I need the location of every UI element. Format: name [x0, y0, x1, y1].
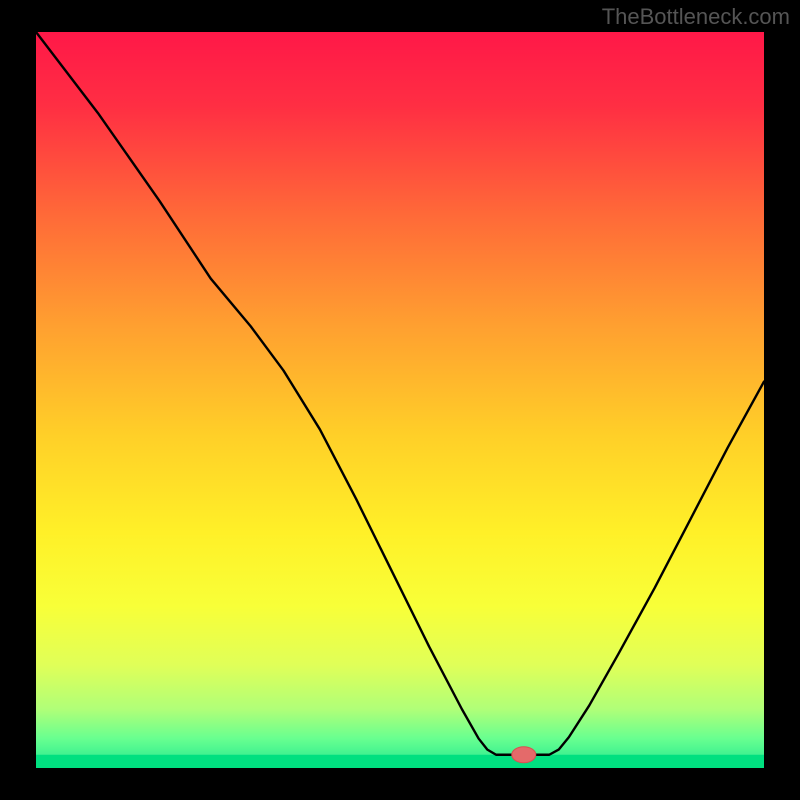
chart-container: TheBottleneck.com	[0, 0, 800, 800]
optimal-point-marker	[512, 747, 536, 763]
bottom-green-band	[36, 755, 764, 768]
gradient-background	[36, 32, 764, 768]
bottleneck-chart	[0, 0, 800, 800]
watermark-text: TheBottleneck.com	[602, 4, 790, 30]
